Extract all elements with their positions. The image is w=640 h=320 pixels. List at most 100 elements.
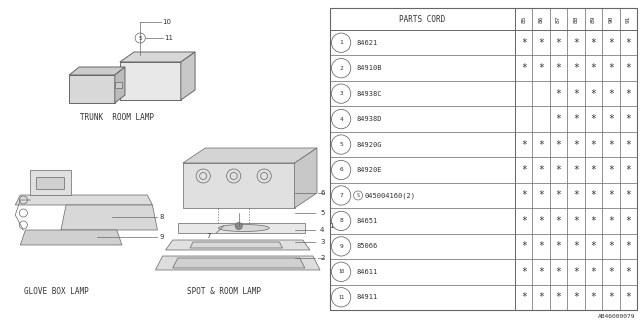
Text: 2: 2 [339,66,343,71]
Text: *: * [521,241,527,252]
Text: *: * [591,165,596,175]
Text: *: * [608,63,614,73]
Text: *: * [573,140,579,149]
Text: 91: 91 [626,15,631,23]
Text: 84938D: 84938D [356,116,381,122]
Polygon shape [178,223,305,233]
Text: 84621: 84621 [356,40,378,46]
Text: 2: 2 [320,255,324,261]
Text: *: * [573,63,579,73]
Text: 9: 9 [159,234,164,240]
Polygon shape [294,148,317,208]
Text: *: * [538,241,544,252]
Text: *: * [556,89,561,99]
Text: *: * [556,241,561,252]
Text: *: * [521,267,527,277]
Text: *: * [538,292,544,302]
Text: *: * [591,63,596,73]
Text: *: * [556,267,561,277]
Text: *: * [556,165,561,175]
Polygon shape [190,242,282,248]
Text: 85: 85 [521,15,526,23]
Text: 4: 4 [339,116,343,122]
Text: 8: 8 [159,214,164,220]
Text: SPOT & ROOM LAMP: SPOT & ROOM LAMP [186,287,260,297]
Polygon shape [36,177,64,189]
Polygon shape [115,82,122,88]
Text: *: * [573,190,579,200]
Text: *: * [591,267,596,277]
Text: 045004160(2): 045004160(2) [364,192,415,199]
Text: S: S [356,193,360,198]
Text: *: * [625,190,631,200]
Text: *: * [625,216,631,226]
Polygon shape [173,258,305,268]
Text: *: * [521,216,527,226]
Text: 84920E: 84920E [356,167,381,173]
Polygon shape [31,170,71,195]
Text: 7: 7 [339,193,343,198]
Text: 89: 89 [591,15,596,23]
Polygon shape [166,240,310,250]
Polygon shape [156,256,320,270]
Text: 84938C: 84938C [356,91,381,97]
Polygon shape [181,52,195,100]
Polygon shape [120,62,181,100]
Text: 5: 5 [339,142,343,147]
Text: *: * [573,241,579,252]
Polygon shape [120,52,195,62]
Text: *: * [556,216,561,226]
Text: *: * [538,63,544,73]
Text: *: * [521,38,527,48]
Text: 1: 1 [329,222,333,228]
Text: 6: 6 [320,190,324,196]
Polygon shape [15,195,152,205]
Text: 8: 8 [339,219,343,223]
Text: *: * [625,241,631,252]
Text: 3: 3 [339,91,343,96]
Text: 1: 1 [339,40,343,45]
Text: *: * [608,165,614,175]
Text: 84911: 84911 [356,294,378,300]
Text: 84920G: 84920G [356,141,381,148]
Text: *: * [573,114,579,124]
Text: *: * [608,292,614,302]
Text: 10: 10 [163,19,172,25]
Text: *: * [556,38,561,48]
Text: *: * [591,114,596,124]
Text: 86: 86 [539,15,544,23]
Text: *: * [556,63,561,73]
Ellipse shape [218,225,269,231]
Text: 4: 4 [320,227,324,233]
Text: *: * [625,89,631,99]
Text: *: * [608,216,614,226]
Text: *: * [556,140,561,149]
Text: *: * [591,190,596,200]
Text: 7: 7 [207,233,211,239]
Text: *: * [573,38,579,48]
Text: 5: 5 [320,210,324,216]
Text: 84651: 84651 [356,218,378,224]
Text: *: * [521,63,527,73]
Text: *: * [591,292,596,302]
Text: *: * [625,140,631,149]
Text: *: * [608,241,614,252]
Text: *: * [625,292,631,302]
Text: *: * [521,190,527,200]
Text: 88: 88 [573,15,579,23]
Polygon shape [183,163,294,208]
Text: 11: 11 [164,35,173,41]
Text: *: * [538,267,544,277]
Text: *: * [538,190,544,200]
Text: *: * [573,216,579,226]
Text: PARTS CORD: PARTS CORD [399,14,445,23]
Text: AB46000079: AB46000079 [598,315,635,319]
Text: GLOVE BOX LAMP: GLOVE BOX LAMP [24,287,88,297]
Text: 84910B: 84910B [356,65,381,71]
Text: *: * [625,267,631,277]
Text: 11: 11 [338,295,344,300]
Text: *: * [556,190,561,200]
Text: *: * [556,114,561,124]
Text: *: * [625,63,631,73]
Text: 6: 6 [339,167,343,172]
